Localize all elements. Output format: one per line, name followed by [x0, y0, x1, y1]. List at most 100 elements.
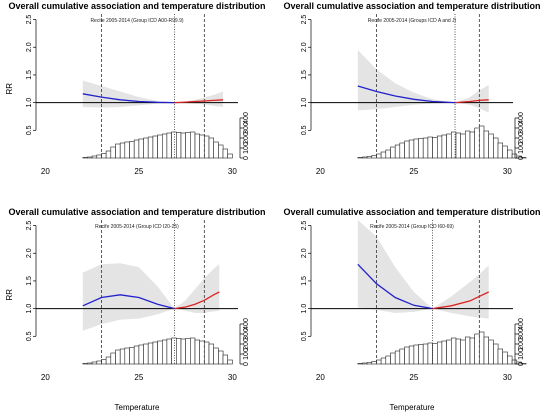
histogram-bar	[208, 137, 214, 159]
histogram-bar	[408, 345, 415, 365]
y-tick-label: 1.0	[26, 304, 33, 314]
histogram-bar	[152, 135, 158, 159]
x-axis: 20 25 30	[41, 167, 237, 176]
histogram-tick-label: 200	[243, 338, 250, 350]
chart-title: Overall cumulative association and tempe…	[283, 1, 540, 11]
histogram-tick-label: 400	[518, 112, 525, 124]
y-tick-label: 2.0	[26, 42, 33, 52]
histogram-bar	[199, 134, 205, 159]
y-axis: 0.5 1.0 1.5 2.0 2.5	[301, 221, 312, 341]
histogram-bar	[162, 133, 168, 159]
y-tick-label: 1.5	[301, 70, 308, 80]
histogram-bar	[124, 141, 130, 159]
histogram-bar	[138, 344, 144, 365]
x-tick-label: 25	[409, 167, 418, 176]
x-axis: 20 25 30	[316, 167, 512, 176]
histogram-bar	[390, 146, 396, 159]
histogram-bar	[399, 348, 405, 365]
ci-band	[82, 80, 223, 108]
histogram-bar	[469, 131, 475, 159]
histogram-bar	[105, 150, 112, 159]
histogram-bar	[105, 356, 112, 365]
histogram-bar	[87, 362, 93, 365]
histogram-bar	[394, 350, 401, 365]
histogram-bar	[91, 155, 98, 159]
histogram-bar	[218, 350, 224, 365]
histogram-bar	[493, 343, 499, 365]
histogram-tick-label: 200	[518, 338, 525, 350]
chart-panel-4: Overall cumulative association and tempe…	[283, 207, 540, 412]
histogram-bar	[465, 130, 471, 159]
cold-effect-line	[82, 294, 175, 310]
histogram-bar	[497, 142, 503, 159]
histogram-bar	[385, 355, 391, 365]
histogram-bar	[371, 361, 377, 365]
histogram-bar	[147, 136, 154, 159]
y-tick-label: 2.0	[26, 248, 33, 258]
histogram-bar	[479, 331, 485, 365]
histogram-bar	[152, 341, 158, 365]
histogram-bar	[380, 357, 387, 365]
y-tick-label: 0.5	[26, 331, 33, 341]
histogram-bar	[357, 363, 363, 365]
histogram-bar	[101, 153, 107, 159]
y-tick-label: 1.5	[26, 70, 33, 80]
histogram-tick-label: 100	[518, 142, 525, 154]
y-tick-label: 1.5	[301, 276, 308, 286]
histogram-bar	[180, 338, 186, 365]
histogram-bar	[185, 338, 191, 365]
histogram-bar	[194, 339, 200, 365]
histogram-bar	[413, 138, 419, 159]
histogram-bar	[427, 136, 433, 159]
y-tick-label: 1.0	[26, 98, 33, 108]
histogram-bar	[479, 125, 485, 159]
histogram-bar	[408, 139, 415, 159]
histogram-bar	[474, 333, 480, 365]
histogram-bar	[199, 340, 205, 365]
cold-effect-line	[357, 263, 433, 310]
histogram-bar	[129, 141, 135, 159]
histogram-bar	[157, 340, 163, 365]
histogram-bar	[437, 341, 443, 365]
histogram-tick-label: 300	[243, 328, 250, 340]
x-tick-label: 30	[503, 373, 512, 382]
y-axis-label: RR	[5, 289, 14, 301]
histogram-bar	[222, 354, 228, 365]
y-tick-label: 0.5	[301, 125, 308, 135]
x-tick-label: 30	[228, 373, 237, 382]
chart-subtitle: Recife 2005-2014 (Group ICD I60-69)	[370, 224, 454, 230]
histogram-bar	[227, 153, 233, 159]
histogram-bar	[115, 349, 121, 365]
histogram-bar	[413, 344, 419, 365]
y-tick-label: 1.0	[301, 98, 308, 108]
histogram-bar	[427, 342, 433, 365]
histogram-bar	[213, 141, 219, 159]
histogram-bar	[460, 133, 466, 159]
chart-title: Overall cumulative association and tempe…	[8, 1, 265, 11]
histogram-bar	[507, 355, 513, 365]
histogram-bar	[469, 337, 475, 365]
histogram-bar	[204, 135, 210, 159]
histogram-bar	[502, 145, 508, 159]
histogram-bar	[422, 137, 429, 159]
histogram-bar	[455, 132, 461, 159]
histogram-bar	[357, 157, 363, 159]
histogram-bar	[488, 339, 494, 365]
y-axis: 0.5 1.0 1.5 2.0 2.5	[26, 221, 37, 341]
x-axis-label: Temperature	[115, 403, 160, 412]
histogram-bar	[96, 154, 102, 159]
histogram-bar	[516, 155, 522, 159]
x-tick-label: 30	[228, 167, 237, 176]
histogram-bar	[366, 362, 373, 365]
histogram-bar	[376, 359, 382, 365]
histogram-bar	[133, 139, 140, 159]
histogram-bar	[437, 135, 443, 159]
histogram-bar	[390, 352, 396, 365]
histogram-bar	[110, 146, 116, 159]
histogram-bar	[82, 363, 88, 365]
histogram-bar	[488, 133, 494, 159]
histogram-tick-label: 300	[518, 122, 525, 134]
histogram-tick-label: 0	[243, 156, 250, 160]
histogram-bar	[162, 339, 168, 365]
